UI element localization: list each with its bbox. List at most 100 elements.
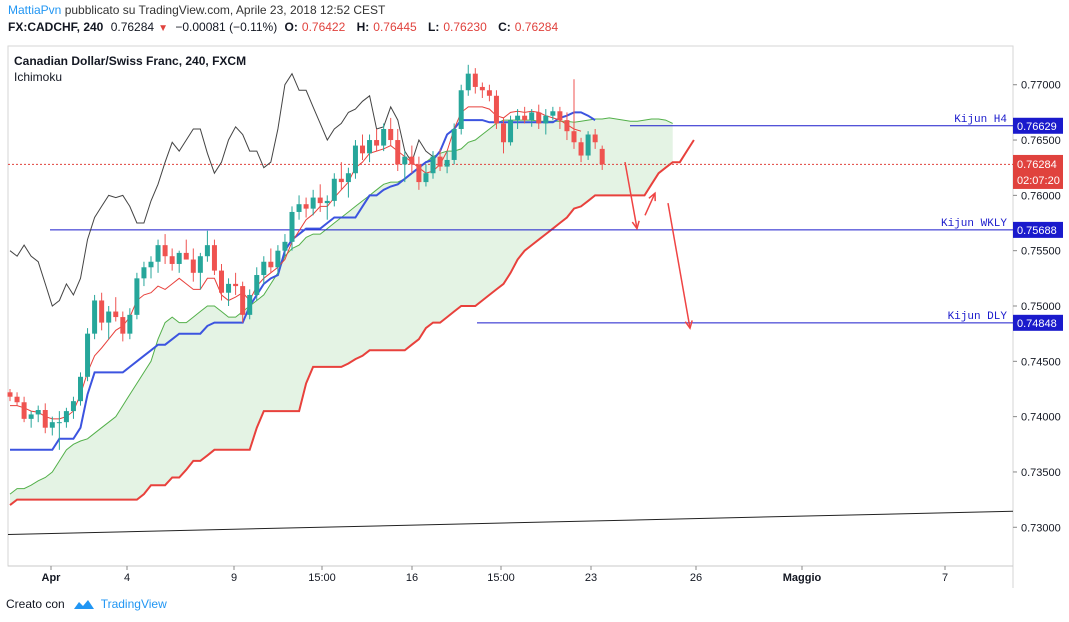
candle-body (56, 422, 62, 424)
trend-line (7, 510, 1014, 535)
price-tick-label: 0.74000 (1021, 412, 1061, 424)
candle-body (63, 411, 69, 423)
candle-body (338, 178, 344, 183)
candle-body (465, 73, 471, 91)
indicator-label: Ichimoku (14, 70, 62, 84)
candle-body (233, 283, 239, 287)
candle-body (219, 270, 224, 293)
tradingview-brand-link[interactable]: TradingView (100, 597, 167, 611)
open-label: O: (284, 20, 298, 34)
candle-body (275, 250, 281, 268)
created-with-text: Creato con (6, 597, 65, 611)
candle-body (345, 173, 351, 183)
candle-body (592, 134, 598, 143)
candle-body (529, 112, 535, 121)
candle-body (289, 211, 295, 242)
cloud-area (10, 117, 673, 506)
candle-body (310, 197, 316, 209)
last-price: 0.76284 (110, 20, 155, 34)
candle-body (113, 311, 119, 318)
candle-body (317, 197, 323, 204)
time-tick-label: Apr (42, 572, 62, 584)
candle-body (451, 128, 457, 160)
candle-body (522, 115, 528, 121)
time-tick-label: 15:00 (487, 572, 515, 584)
time-tick-label: 9 (231, 572, 237, 584)
candle-body (296, 204, 302, 212)
candle-body (120, 317, 126, 334)
candle-body (14, 396, 20, 403)
symbol-label: FX:CADCHF, 240 (8, 20, 104, 34)
level-price-tag (1013, 117, 1063, 134)
forecast-arrow-head (648, 191, 656, 202)
candle-body (409, 156, 415, 165)
forecast-arrow-shaft (667, 202, 691, 329)
candle-body (247, 294, 253, 315)
time-tick-label: 7 (942, 572, 948, 584)
publish-line: MattiaPvn pubblicato su TradingView.com,… (8, 3, 385, 17)
author-link[interactable]: MattiaPvn (8, 3, 62, 17)
candles (7, 64, 605, 450)
kijun-levels: Kijun H4 Kijun WKLY Kijun DLY (7, 114, 1014, 535)
level-price-tag (1013, 221, 1063, 238)
current-price-label: 0.76284 (1017, 159, 1057, 171)
chikou-span-line (9, 72, 434, 307)
candle-body (134, 278, 140, 315)
candle-body (99, 300, 105, 323)
time-tick-label: 4 (124, 572, 130, 584)
price-tick-label: 0.73000 (1021, 522, 1061, 534)
level-price-tag (1013, 314, 1063, 331)
candle-body (402, 156, 408, 165)
forecast-arrow-shaft (624, 162, 638, 229)
candle-body (324, 200, 330, 204)
time-tick-label: 15:00 (308, 572, 336, 584)
candle-body (183, 252, 189, 260)
candle-body (162, 245, 168, 257)
candle-body (176, 252, 182, 264)
candle-body (585, 134, 591, 156)
level-label: Kijun WKLY (941, 218, 1007, 230)
price-chart[interactable]: Canadian Dollar/Swiss Franc, 240, FXCM I… (0, 0, 1069, 590)
candle-body (155, 245, 161, 262)
candle-body (70, 401, 76, 412)
forecast-arrows (624, 162, 693, 330)
candle-body (536, 112, 542, 124)
candle-body (430, 156, 436, 174)
price-tick-label: 0.77000 (1021, 80, 1061, 92)
open-value: 0.76422 (301, 20, 346, 34)
candle-body (211, 245, 217, 271)
price-tick-label: 0.76500 (1021, 135, 1061, 147)
candle-body (571, 131, 577, 143)
candle-body (486, 90, 492, 96)
candle-body (127, 314, 133, 334)
candle-body (550, 111, 556, 116)
candle-body (416, 164, 422, 183)
candle-body (106, 311, 112, 323)
candle-body (303, 204, 309, 209)
candle-body (78, 376, 83, 402)
tenkan-sen-line (10, 106, 582, 420)
candle-body (352, 145, 358, 174)
price-tick-label: 0.76000 (1021, 190, 1061, 202)
candle-body (444, 159, 450, 167)
candle-body (543, 115, 549, 124)
published-text: pubblicato su TradingView.com, Aprile 23… (64, 3, 386, 17)
low-value: 0.76230 (443, 20, 487, 34)
price-change: −0.00081 (−0.11%) (175, 20, 278, 34)
level-price-label: 0.76629 (1017, 121, 1057, 133)
candle-body (578, 142, 584, 156)
senkou-span-b-line (9, 139, 695, 506)
time-tick-label: 16 (406, 572, 418, 584)
current-price-tag (1013, 154, 1063, 189)
candle-body (28, 414, 34, 419)
candle-body (169, 256, 175, 264)
price-tick-label: 0.74500 (1021, 356, 1061, 368)
candle-body (360, 145, 365, 154)
candle-body (141, 267, 147, 279)
candle-body (374, 140, 380, 146)
price-axis: 0.77000 0.76500 0.76000 0.75500 0.75000 0.745… (1013, 80, 1063, 534)
candle-body (501, 123, 506, 143)
chart-title: Canadian Dollar/Swiss Franc, 240, FXCM (14, 54, 246, 68)
price-tick-label: 0.75500 (1021, 246, 1061, 258)
candle-body (388, 128, 394, 141)
